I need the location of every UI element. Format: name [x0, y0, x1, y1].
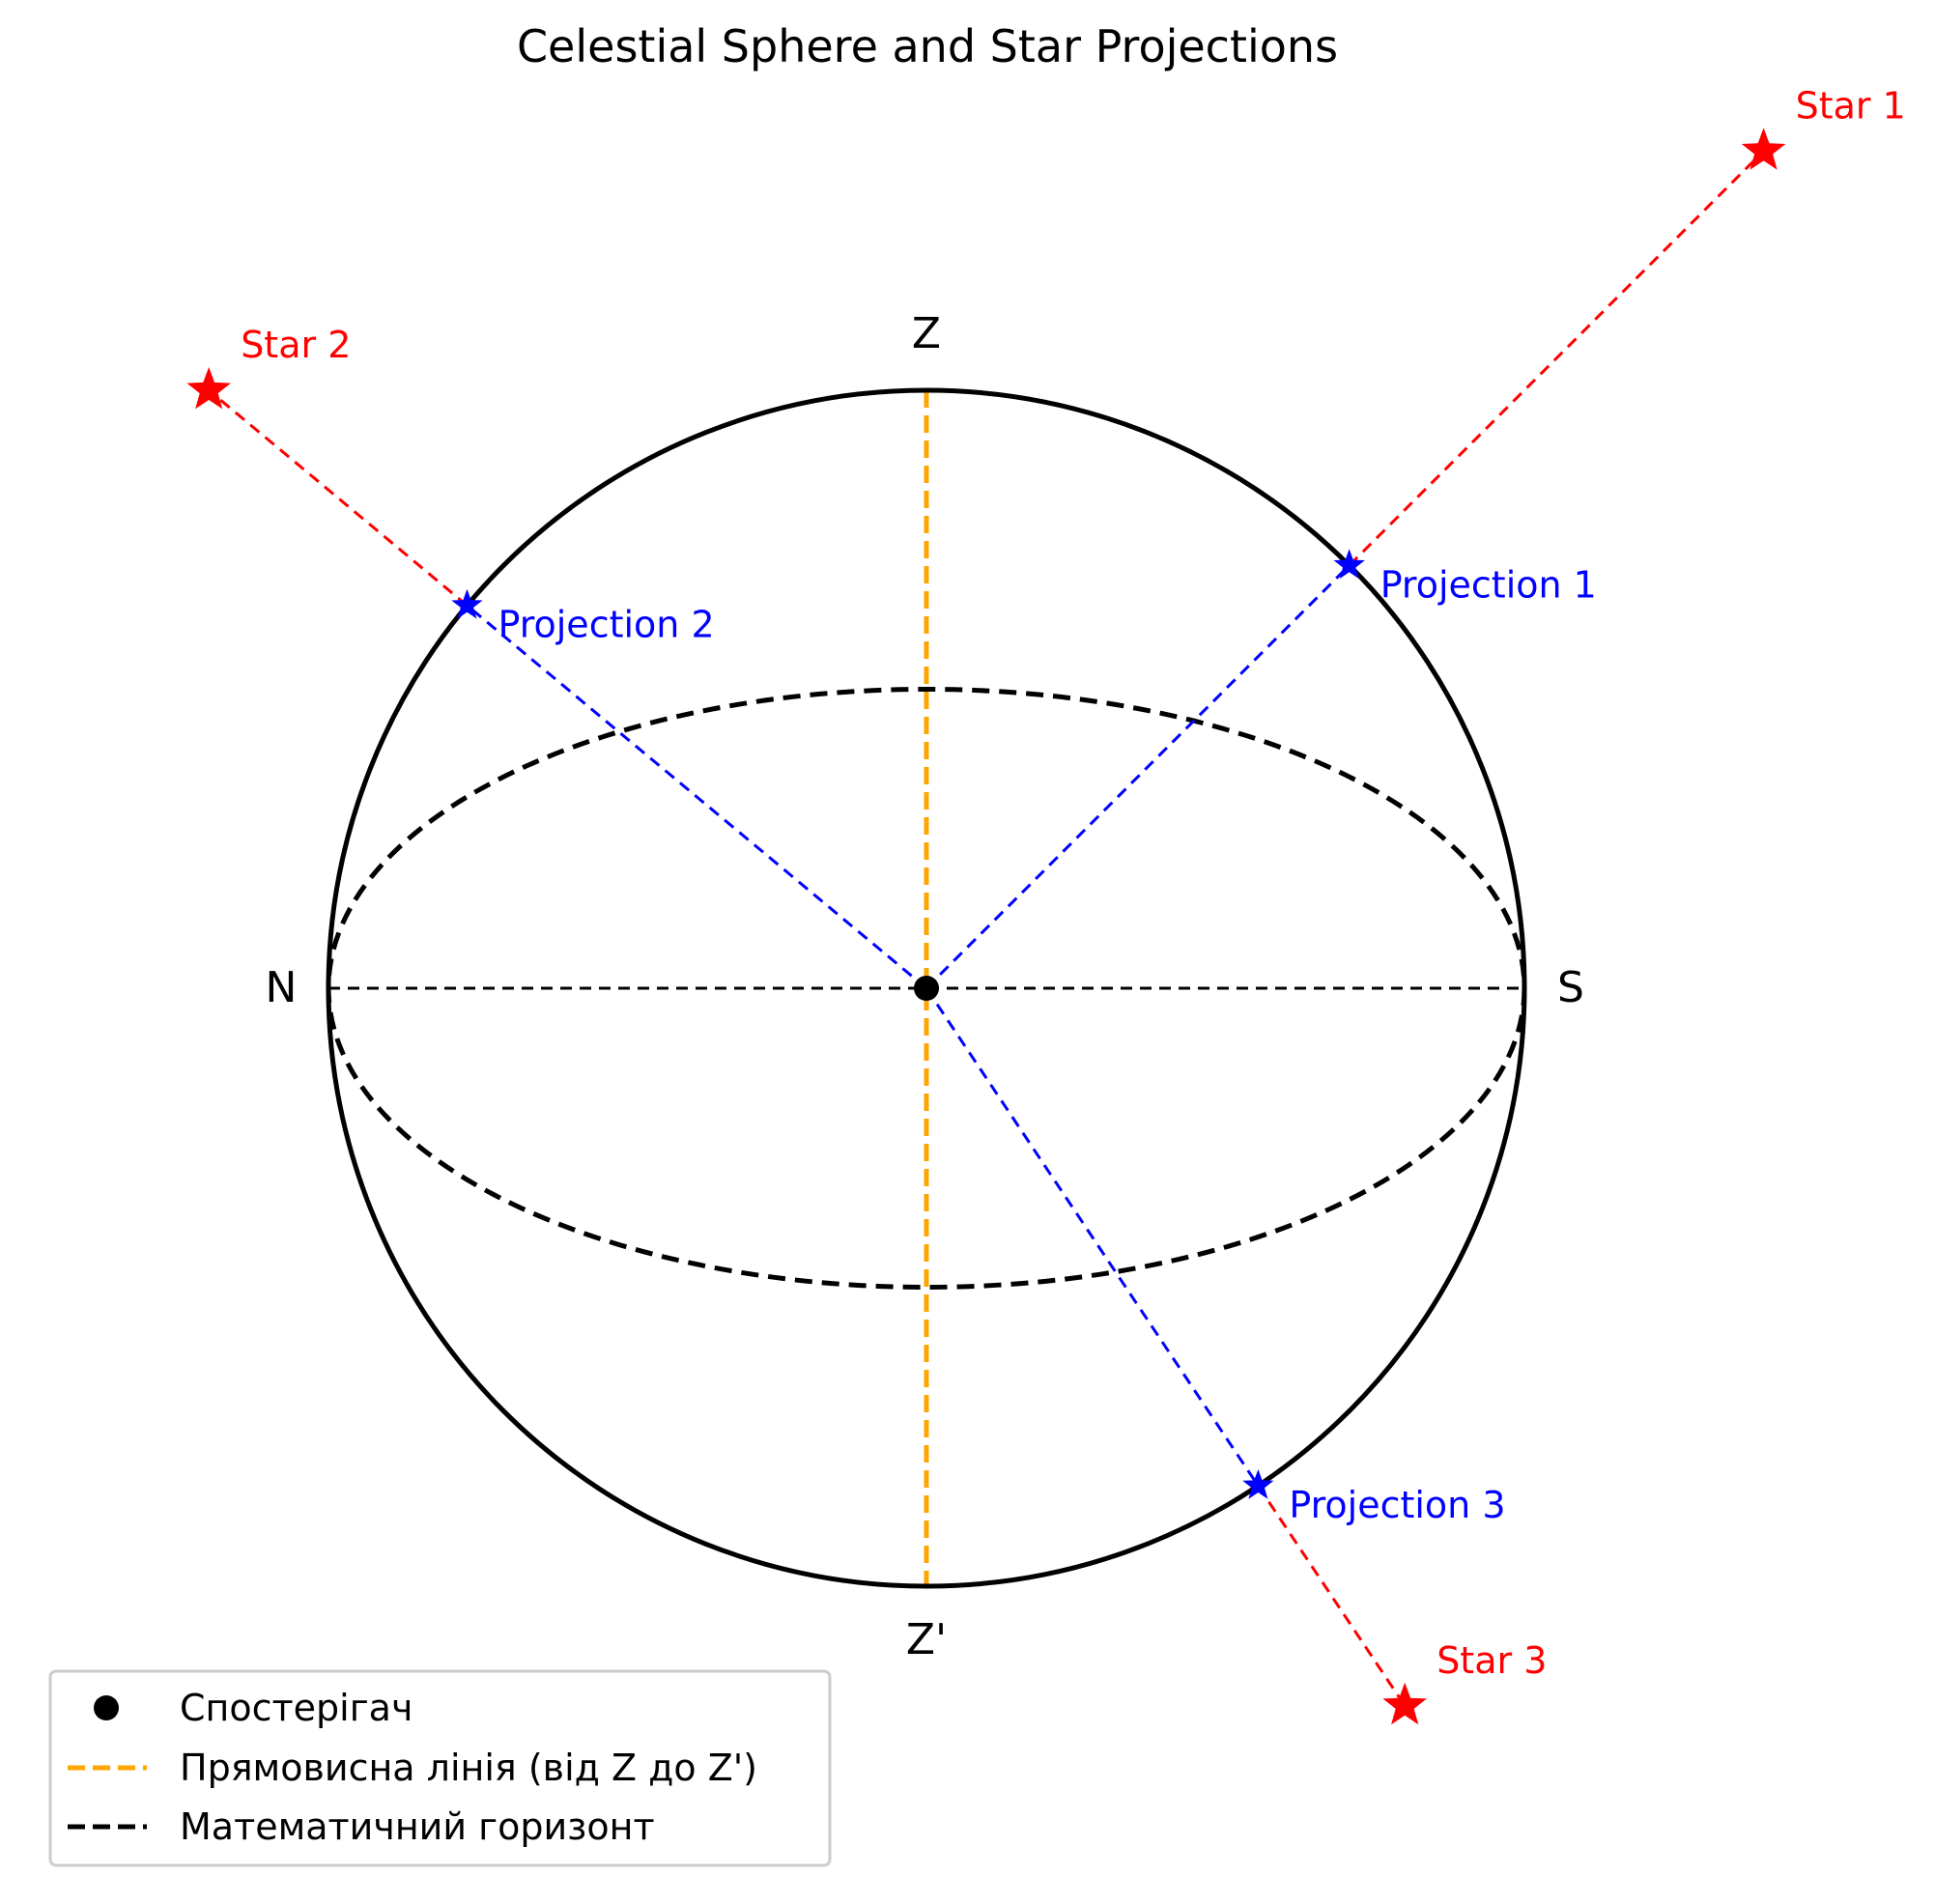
legend: Спостерігач Прямовисна лінія (від Z до Z…: [48, 1669, 832, 1867]
star-1-label: Star 1: [1796, 84, 1906, 127]
star-2-marker: [186, 367, 231, 410]
label-nadir: Z': [906, 1615, 947, 1664]
star-2-label: Star 2: [241, 324, 351, 366]
legend-observer-label: Спостерігач: [180, 1687, 412, 1729]
observer-dot: [914, 976, 939, 1001]
celestial-sphere-circle: [326, 387, 1527, 1589]
projection-line-1: [924, 564, 1351, 990]
star-1-marker: [1741, 128, 1786, 170]
legend-vertical-line-label: Прямовисна лінія (від Z до Z'): [180, 1747, 757, 1789]
projection-1-marker: [1333, 549, 1365, 580]
label-north: N: [266, 963, 298, 1012]
projection-2-label: Projection 2: [498, 604, 714, 646]
legend-frame: [48, 1669, 832, 1867]
observer-legend-icon: [94, 1695, 119, 1720]
label-south: S: [1557, 963, 1584, 1012]
star-line-1: [1348, 150, 1765, 567]
projection-3-label: Projection 3: [1289, 1484, 1505, 1526]
projection-line-2: [466, 604, 927, 990]
projection-2-marker: [451, 588, 483, 619]
plot-area: Star 1 Projection 1 Star 2 Projection 2 Star…: [186, 84, 1906, 1725]
projection-line-3: [924, 987, 1260, 1487]
projection-3-marker: [1242, 1469, 1274, 1499]
projection-1-label: Projection 1: [1380, 563, 1597, 606]
legend-horizon-label: Математичний горизонт: [180, 1805, 655, 1848]
star-line-3: [1257, 1485, 1407, 1707]
star-line-2: [208, 388, 469, 607]
diagram-title: Celestial Sphere and Star Projections: [517, 20, 1338, 72]
label-zenith: Z: [912, 309, 941, 358]
star-3-marker: [1382, 1682, 1427, 1725]
star-3-label: Star 3: [1436, 1639, 1547, 1682]
